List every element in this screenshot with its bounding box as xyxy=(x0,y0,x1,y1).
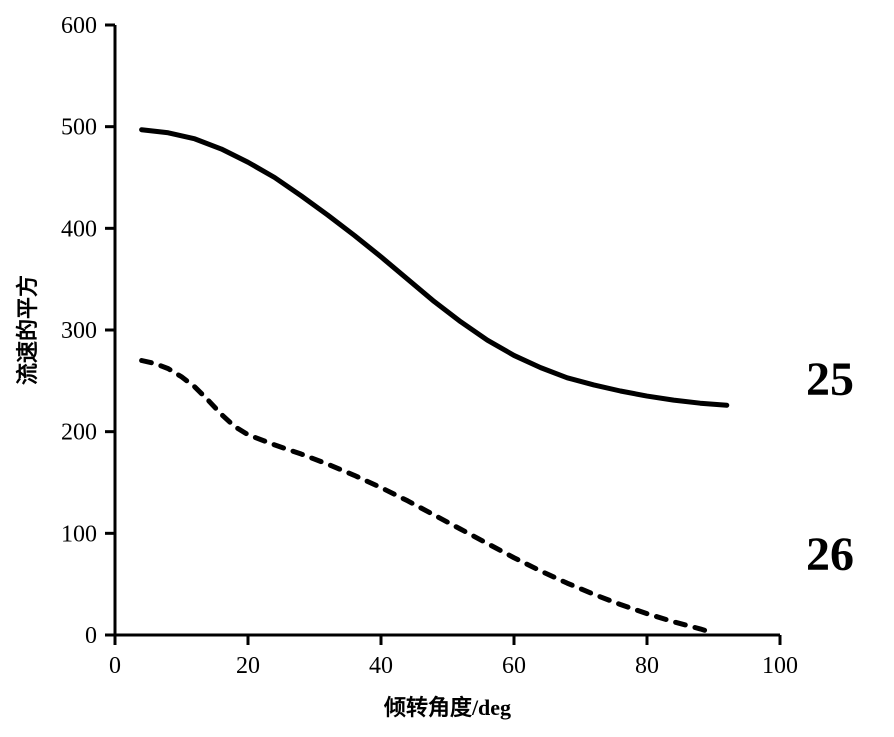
y-tick-label: 300 xyxy=(61,318,97,344)
x-tick-label: 60 xyxy=(502,653,526,679)
series-group xyxy=(142,130,727,633)
x-tick-label: 0 xyxy=(109,653,121,679)
x-tick-label: 100 xyxy=(762,653,798,679)
series-label-25: 25 xyxy=(806,353,854,406)
x-tick-label: 80 xyxy=(635,653,659,679)
x-tick-label: 40 xyxy=(369,653,393,679)
y-tick-label: 200 xyxy=(61,420,97,446)
y-tick-label: 0 xyxy=(85,623,97,649)
y-axis-label: 流速的平方 xyxy=(15,275,40,385)
y-tick-label: 400 xyxy=(61,216,97,242)
x-axis-label: 倾转角度/deg xyxy=(383,695,511,720)
series-label-26: 26 xyxy=(806,528,854,581)
axes: 0 20 40 60 80 100 0 100 200 300 400 500 600 倾转角度/deg 流… xyxy=(15,13,798,720)
series-26 xyxy=(142,361,714,633)
series-25 xyxy=(142,130,727,406)
chart-svg: 0 20 40 60 80 100 0 100 200 300 400 500 600 倾转角度/deg 流… xyxy=(0,0,894,737)
y-tick-label: 100 xyxy=(61,521,97,547)
y-tick-label: 500 xyxy=(61,115,97,141)
labels-group: 25 26 xyxy=(806,353,854,581)
chart-container: 0 20 40 60 80 100 0 100 200 300 400 500 600 倾转角度/deg 流… xyxy=(0,0,894,737)
y-tick-label: 600 xyxy=(61,13,97,39)
x-tick-label: 20 xyxy=(236,653,260,679)
